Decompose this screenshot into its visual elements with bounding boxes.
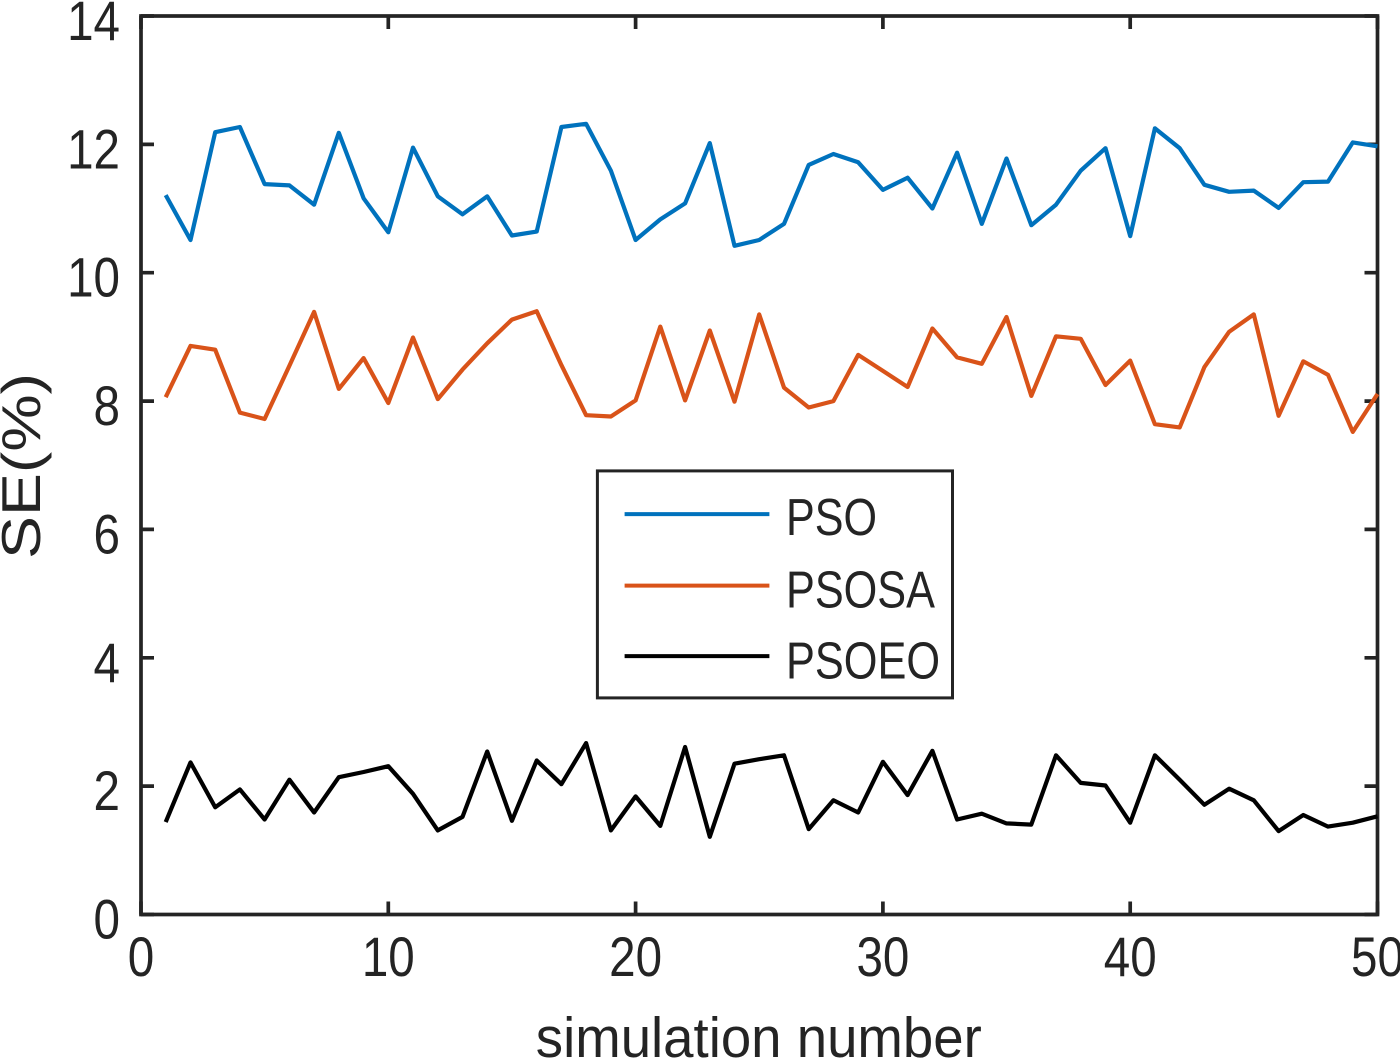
svg-text:10: 10 bbox=[67, 246, 120, 309]
svg-text:14: 14 bbox=[67, 0, 120, 52]
svg-text:SE(%): SE(%) bbox=[0, 373, 52, 559]
svg-text:0: 0 bbox=[94, 888, 121, 951]
svg-text:12: 12 bbox=[67, 117, 120, 180]
svg-text:10: 10 bbox=[362, 925, 415, 988]
svg-text:PSOEO: PSOEO bbox=[786, 631, 940, 689]
svg-text:6: 6 bbox=[94, 502, 121, 565]
svg-text:50: 50 bbox=[1351, 925, 1400, 988]
svg-text:8: 8 bbox=[94, 374, 121, 437]
svg-text:PSOSA: PSOSA bbox=[786, 560, 936, 618]
svg-text:PSO: PSO bbox=[786, 488, 877, 546]
svg-text:simulation number: simulation number bbox=[536, 1006, 982, 1059]
svg-text:40: 40 bbox=[1104, 925, 1157, 988]
svg-text:0: 0 bbox=[128, 925, 155, 988]
svg-text:30: 30 bbox=[856, 925, 909, 988]
svg-text:20: 20 bbox=[609, 925, 662, 988]
svg-text:4: 4 bbox=[94, 631, 121, 694]
svg-text:2: 2 bbox=[94, 759, 121, 822]
